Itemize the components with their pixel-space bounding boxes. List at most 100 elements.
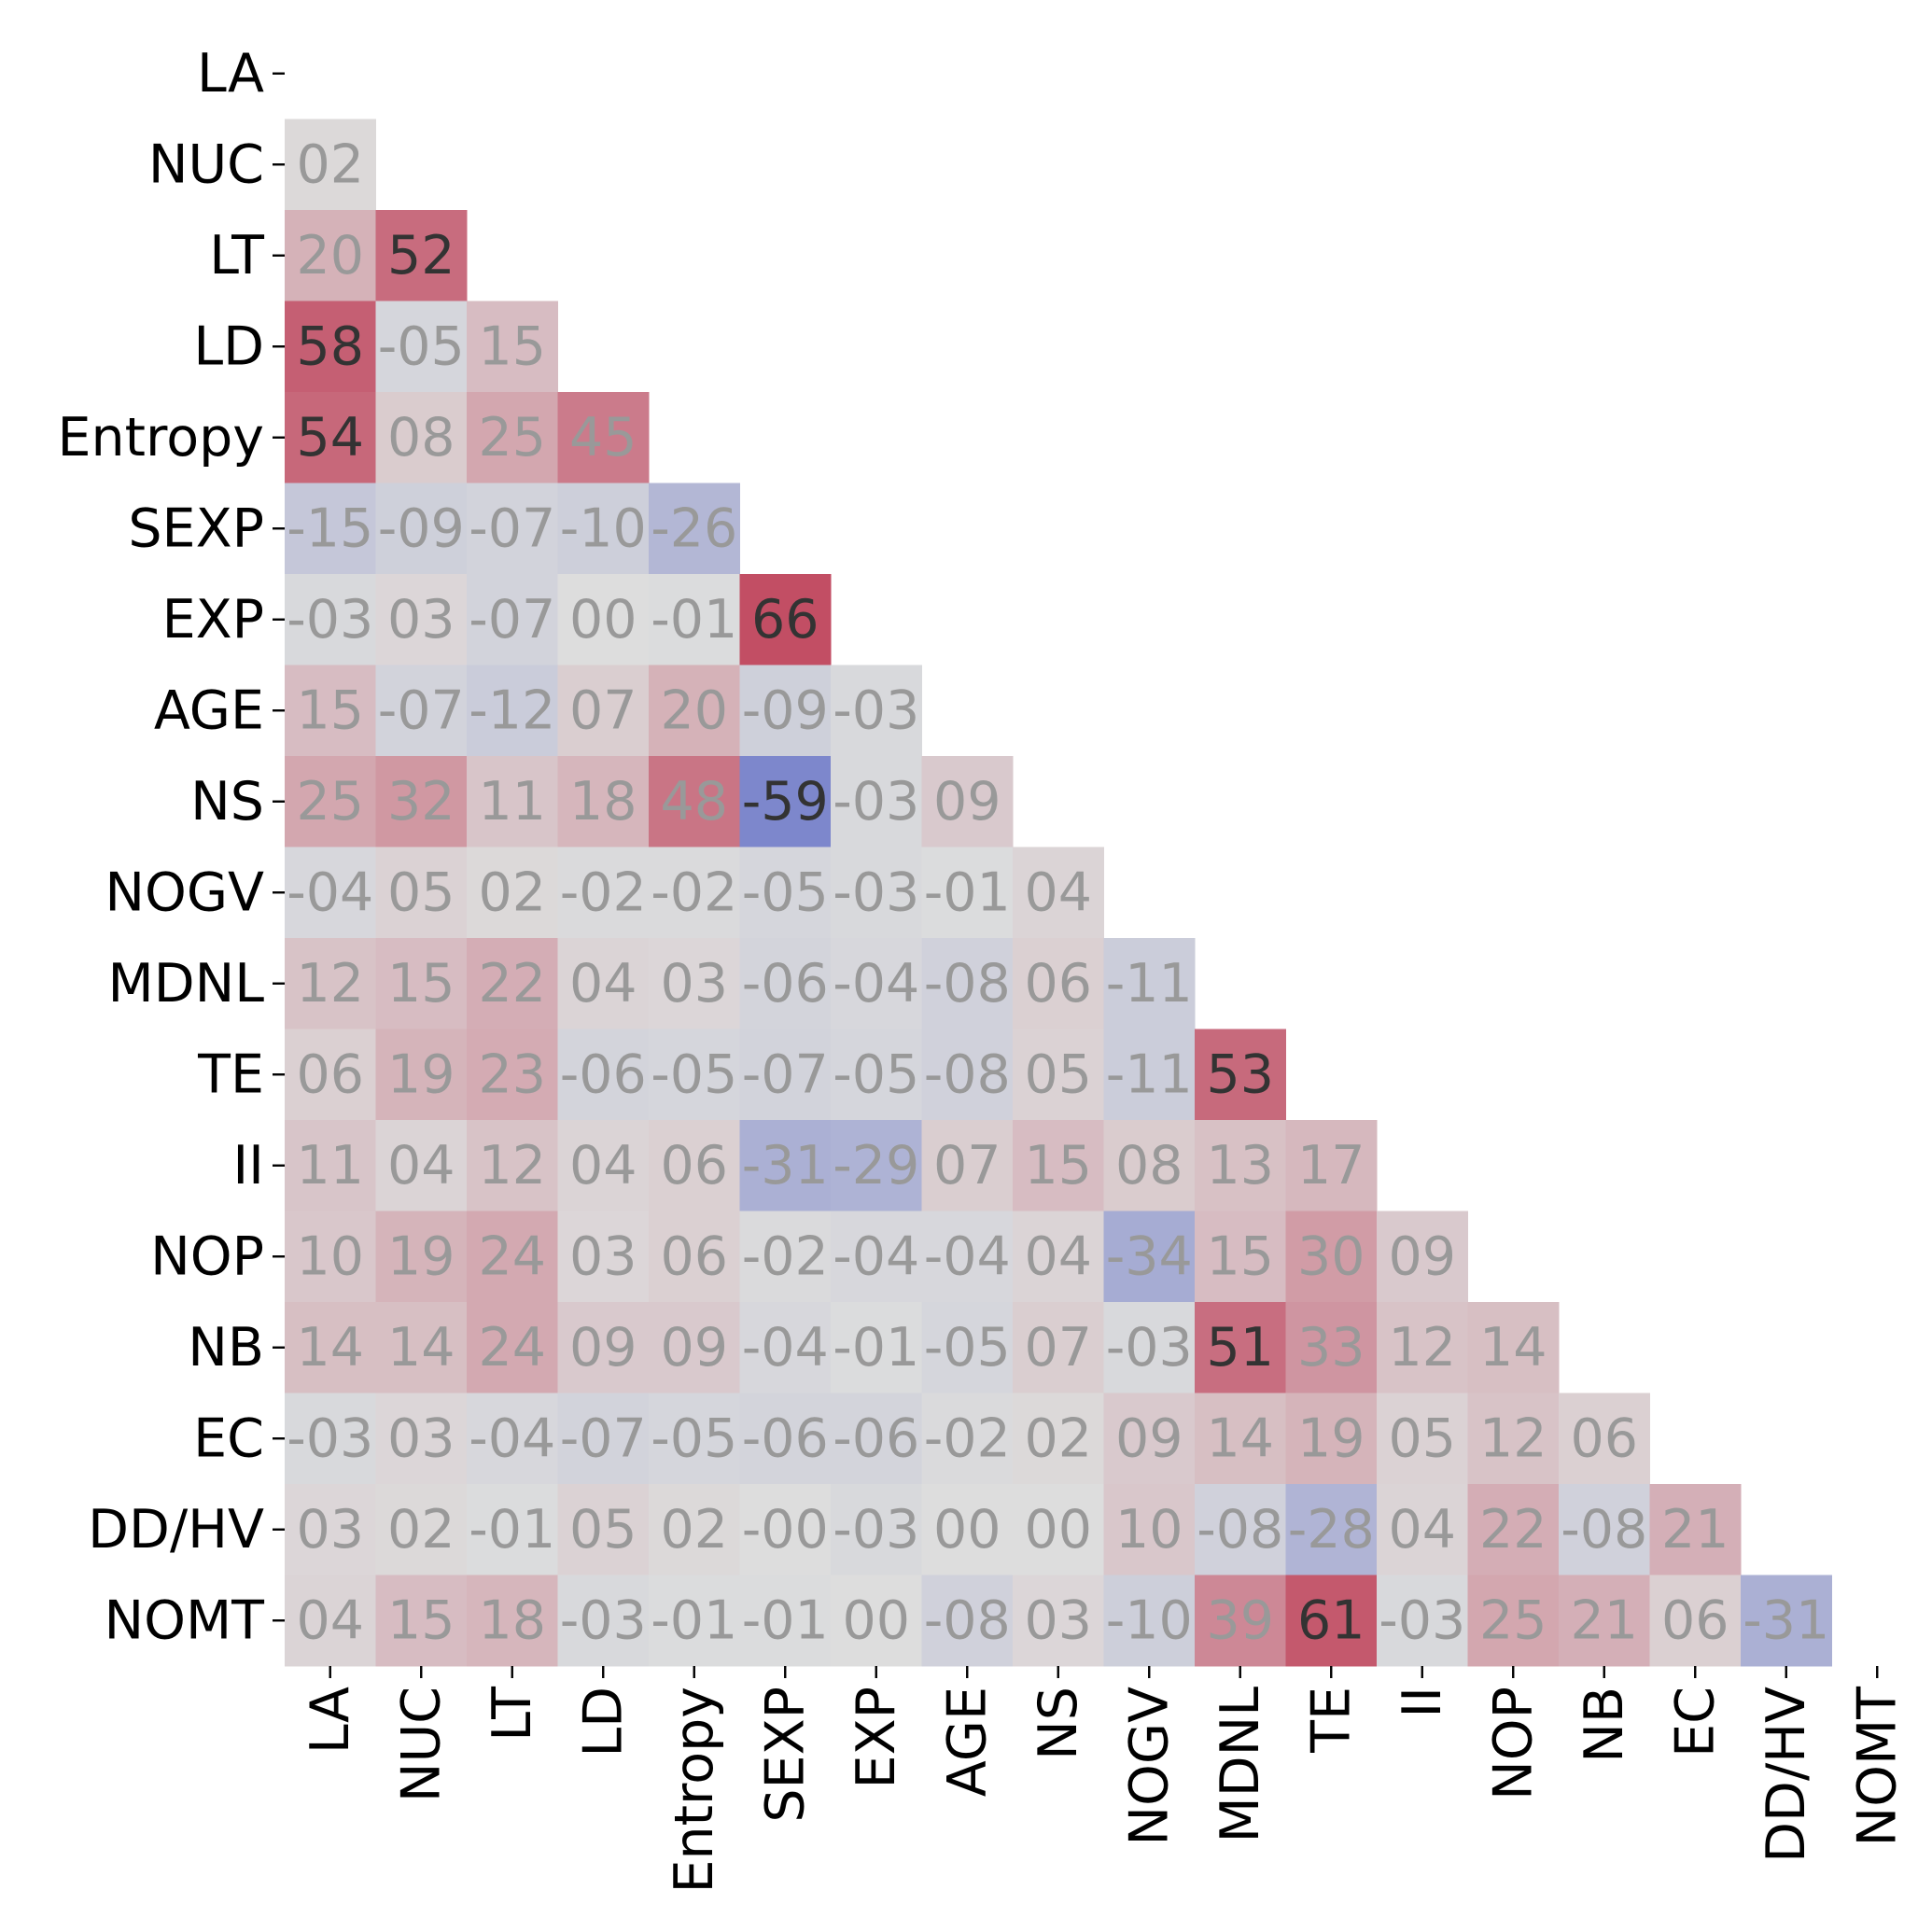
heatmap-cell-EC-AGE <box>921 1393 1014 1485</box>
heatmap-cell-NOGV-NS <box>1013 847 1104 939</box>
y-axis: LA NUC LT LD Entropy SEXP EXP AGE NS NOGV MDNL TE II… <box>58 43 285 1651</box>
x-tick-label-II: II <box>1392 1687 1453 1718</box>
heatmap-cell-NS-NUC <box>375 756 468 847</box>
heatmap-cell-TE-Entropy <box>649 1029 740 1121</box>
cell-label-NOGV-NUC: 05 <box>387 861 455 923</box>
cell-label-EC-LD: -07 <box>560 1407 647 1469</box>
heatmap-cell-II-TE <box>1285 1120 1378 1211</box>
heatmap-cell-NOMT-AGE <box>921 1575 1014 1667</box>
cell-label-NOP-TE: 30 <box>1297 1225 1365 1287</box>
y-tick-label-II: II <box>232 1135 264 1197</box>
y-tick-label-EC: EC <box>193 1407 264 1469</box>
heatmap-cell-NOMT-LA <box>285 1575 376 1667</box>
x-tick-label-AGE: AGE <box>936 1687 998 1797</box>
heatmap-cell-MDNL-LA <box>285 938 376 1029</box>
cell-label-AGE-EXP: -03 <box>833 679 919 741</box>
y-tick-label-NOMT: NOMT <box>104 1589 264 1651</box>
heatmap-cell-NOGV-LD <box>557 847 650 939</box>
heatmap-cell-MDNL-LD <box>557 938 650 1029</box>
cell-label-AGE-LT: -12 <box>469 679 555 741</box>
heatmap-cell-EC-NOP <box>1467 1393 1560 1485</box>
y-tick-label-NS: NS <box>190 771 264 833</box>
heatmap-cell-DD/HV-SEXP <box>739 1484 832 1575</box>
cell-label-EC-TE: 19 <box>1297 1407 1365 1469</box>
heatmap-cell-NOMT-NOP <box>1467 1575 1560 1667</box>
heatmap-cell-TE-LD <box>557 1029 650 1121</box>
cell-label-EC-Entropy: -05 <box>651 1407 737 1469</box>
heatmap-cell-NOMT-LT <box>467 1575 558 1667</box>
cell-label-NOGV-NS: 04 <box>1024 861 1092 923</box>
heatmap-cell-TE-NUC <box>375 1029 468 1121</box>
heatmap-cell-NOMT-DD/HV <box>1741 1575 1832 1667</box>
heatmap-cell-Entropy-NUC <box>375 392 468 483</box>
cell-label-NOGV-Entropy: -02 <box>651 861 737 923</box>
cell-label-Entropy-LA: 54 <box>296 407 364 469</box>
cell-label-MDNL-SEXP: -06 <box>742 953 829 1015</box>
heatmap-cell-NOMT-MDNL <box>1195 1575 1286 1667</box>
x-tick-label-LA: LA <box>300 1687 361 1754</box>
cell-label-II-AGE: 07 <box>933 1135 1001 1197</box>
cell-label-SEXP-LA: -15 <box>287 497 373 559</box>
cell-label-NB-MDNL: 51 <box>1206 1317 1274 1379</box>
cell-label-MDNL-NOGV: -11 <box>1106 953 1193 1015</box>
cell-label-DD/HV-TE: -28 <box>1288 1499 1375 1561</box>
cell-label-DD/HV-LT: -01 <box>469 1499 555 1561</box>
cell-label-NB-NOGV: -03 <box>1106 1317 1193 1379</box>
heatmap-cell-NOP-NOGV <box>1103 1211 1196 1303</box>
heatmap-cell-AGE-Entropy <box>649 665 740 757</box>
heatmap-cell-NB-Entropy <box>649 1302 740 1393</box>
x-tick-label-NOGV: NOGV <box>1118 1687 1180 1846</box>
cell-label-EC-II: 05 <box>1388 1407 1456 1469</box>
heatmap-cell-NS-EXP <box>831 756 922 847</box>
heatmap-cell-II-LA <box>285 1120 376 1211</box>
cell-label-AGE-NUC: -07 <box>378 679 465 741</box>
cell-label-NOMT-NOGV: -10 <box>1106 1589 1193 1651</box>
cell-label-DD/HV-AGE: 00 <box>933 1499 1001 1561</box>
cell-label-NOP-SEXP: -02 <box>742 1225 829 1287</box>
y-tick-label-NOGV: NOGV <box>105 861 264 923</box>
heatmap-cell-AGE-LD <box>557 665 650 757</box>
heatmap-cell-NOP-SEXP <box>739 1211 832 1303</box>
heatmap-cell-AGE-NUC <box>375 665 468 757</box>
heatmap-cell-NOP-Entropy <box>649 1211 740 1303</box>
x-tick-label-LT: LT <box>482 1687 543 1742</box>
cell-label-TE-LT: 23 <box>478 1043 546 1105</box>
heatmap-cell-NS-LT <box>467 756 558 847</box>
heatmap-cell-II-SEXP <box>739 1120 832 1211</box>
heatmap-cell-NOP-LA <box>285 1211 376 1303</box>
cell-label-NB-NUC: 14 <box>387 1317 455 1379</box>
heatmap-cell-SEXP-LA <box>285 483 376 575</box>
heatmap-cell-NB-LT <box>467 1302 558 1393</box>
cell-label-NOMT-Entropy: -01 <box>651 1589 737 1651</box>
heatmap-cell-II-MDNL <box>1195 1120 1286 1211</box>
cell-label-II-EXP: -29 <box>833 1135 919 1197</box>
y-tick-label-TE: TE <box>197 1043 264 1105</box>
heatmap-cell-DD/HV-Entropy <box>649 1484 740 1575</box>
heatmap-cells <box>285 119 1832 1667</box>
heatmap-cell-MDNL-AGE <box>921 938 1014 1029</box>
cell-label-TE-LA: 06 <box>296 1043 364 1105</box>
heatmap-cell-EC-NUC <box>375 1393 468 1485</box>
heatmap-cell-TE-SEXP <box>739 1029 832 1121</box>
cell-label-NOP-NOGV: -34 <box>1106 1225 1193 1287</box>
cell-label-NS-LD: 18 <box>569 771 637 833</box>
x-tick-label-NOMT: NOMT <box>1846 1687 1908 1847</box>
cell-label-AGE-SEXP: -09 <box>742 679 829 741</box>
heatmap-cell-NOMT-NOGV <box>1103 1575 1196 1667</box>
x-tick-label-NS: NS <box>1028 1687 1089 1760</box>
heatmap-cell-TE-EXP <box>831 1029 922 1121</box>
cell-label-NOMT-MDNL: 39 <box>1206 1589 1274 1651</box>
heatmap-cell-LT-NUC <box>375 210 468 301</box>
cell-label-NS-LA: 25 <box>296 771 364 833</box>
x-tick-label-EC: EC <box>1664 1687 1726 1757</box>
heatmap-cell-EXP-Entropy <box>649 574 740 665</box>
heatmap-cell-NS-LA <box>285 756 376 847</box>
cell-label-EC-NOP: 12 <box>1479 1407 1547 1469</box>
cell-label-II-LA: 11 <box>296 1135 364 1197</box>
heatmap-cell-NOMT-LD <box>557 1575 650 1667</box>
cell-label-II-LT: 12 <box>478 1135 546 1197</box>
cell-label-NOP-II: 09 <box>1388 1225 1456 1287</box>
heatmap-cell-AGE-LA <box>285 665 376 757</box>
cell-label-NS-EXP: -03 <box>833 771 919 833</box>
cell-label-NB-AGE: -05 <box>924 1317 1011 1379</box>
